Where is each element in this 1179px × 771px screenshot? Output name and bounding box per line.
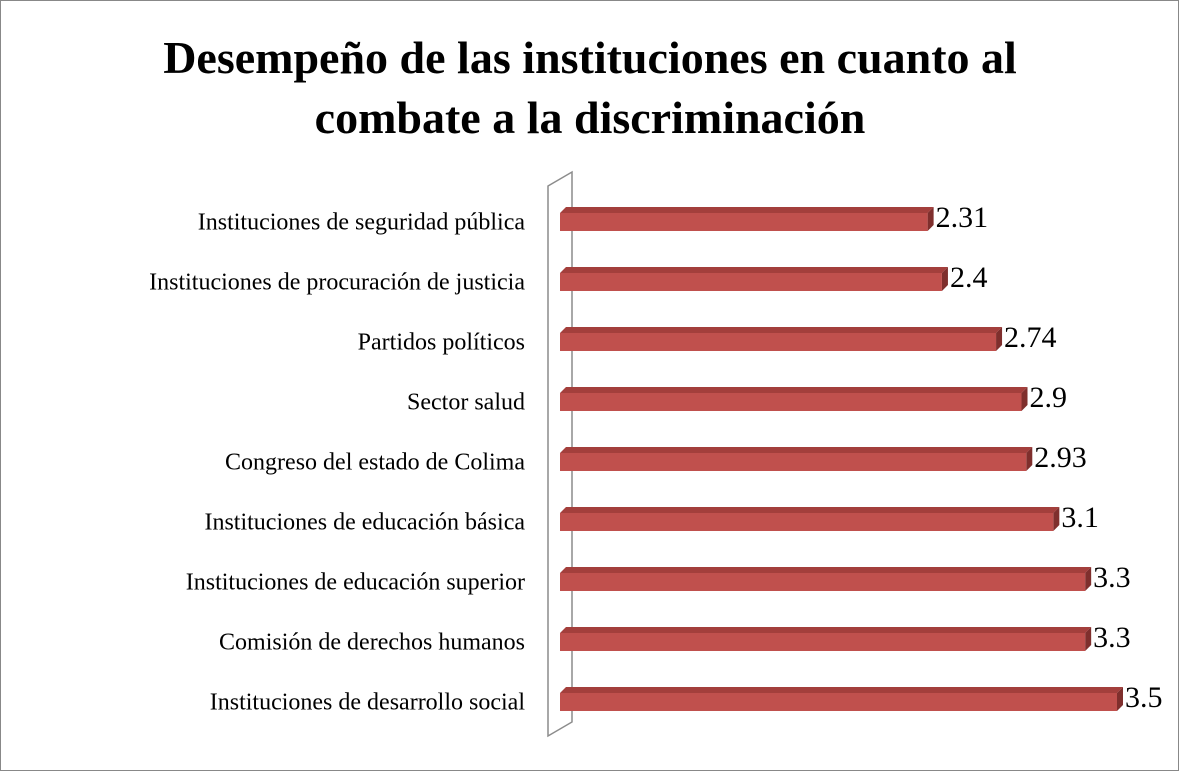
bar-front [560,213,928,231]
data-label: 2.4 [950,261,988,294]
bar-front [560,333,997,351]
data-label: 3.3 [1093,561,1131,594]
bar-side [1021,387,1028,411]
y-tick-label: Comisión de derechos humanos [219,630,525,656]
y-tick-label: Sector salud [407,390,525,416]
bar-top [560,687,1123,693]
bar [560,447,1033,471]
bar-side [1053,507,1060,531]
data-label: 3.1 [1061,501,1099,534]
bar-side [1026,447,1033,471]
bar-side [1085,627,1092,651]
data-label: 3.3 [1093,621,1131,654]
bar [560,507,1060,531]
bar-side [1085,567,1092,591]
bar [560,327,1003,351]
bar [560,567,1092,591]
bar-top [560,567,1092,573]
bar-front [560,513,1054,531]
bar-side [927,207,934,231]
bar-top [560,507,1060,513]
bar-front [560,393,1022,411]
bar [560,687,1123,711]
data-label: 2.74 [1004,321,1057,354]
y-tick-label: Partidos políticos [358,330,525,356]
data-label: 3.5 [1125,681,1163,714]
y-tick-label: Instituciones de seguridad pública [198,210,526,236]
bar-top [560,447,1033,453]
data-label: 2.93 [1034,441,1087,474]
bar-front [560,453,1027,471]
bar-side [996,327,1003,351]
y-tick-label: Instituciones de desarrollo social [210,690,526,716]
bar [560,387,1028,411]
y-tick-label: Instituciones de procuración de justicia [149,270,525,296]
bar [560,627,1092,651]
y-tick-label: Congreso del estado de Colima [225,450,525,476]
y-tick-label: Instituciones de educación superior [186,570,525,596]
y-tick-label: Instituciones de educación básica [204,510,525,536]
bar-side [941,267,948,291]
bar-top [560,627,1092,633]
chart-title: Desempeño de las instituciones en cuanto… [163,32,1017,143]
data-label: 2.9 [1030,381,1068,414]
bar-top [560,327,1003,333]
bar-front [560,573,1086,591]
data-label: 2.31 [936,201,989,234]
bar-top [560,267,948,273]
bar [560,267,948,291]
bar [560,207,934,231]
bar-front [560,693,1117,711]
bar-side [1117,687,1123,711]
bar-front [560,273,942,291]
bar-top [560,387,1028,393]
bar-top [560,207,934,213]
bar-front [560,633,1086,651]
